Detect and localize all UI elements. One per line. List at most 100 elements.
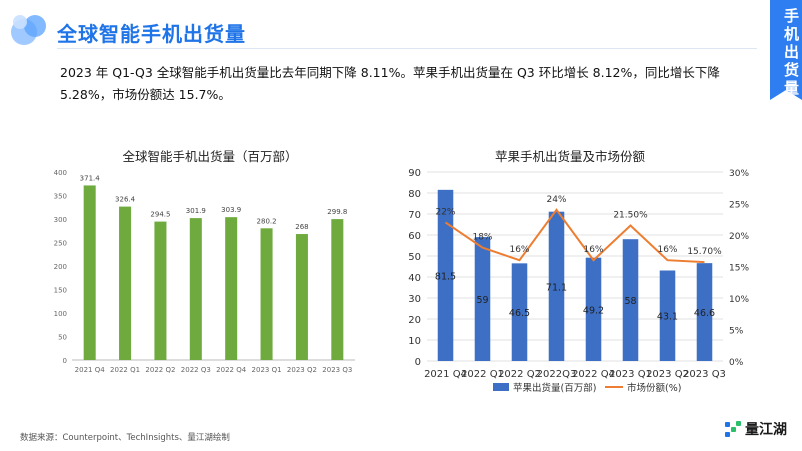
y-tick-label: 250 bbox=[54, 240, 67, 248]
y-right-tick-label: 0% bbox=[729, 358, 744, 368]
y-tick-label: 100 bbox=[54, 310, 67, 318]
x-tick-label: 2022 Q2 bbox=[498, 369, 541, 380]
brand-mark-icon bbox=[725, 421, 741, 437]
bar bbox=[511, 263, 528, 361]
y-tick-label: 300 bbox=[54, 216, 67, 224]
y-right-tick-label: 25% bbox=[729, 201, 749, 211]
y-left-tick-label: 90 bbox=[408, 168, 421, 179]
x-tick-label: 2023 Q3 bbox=[683, 369, 726, 380]
x-tick-label: 2022 Q4 bbox=[216, 366, 247, 374]
bubble-logo-icon bbox=[11, 15, 46, 45]
x-tick-label: 2023 Q1 bbox=[609, 369, 652, 380]
x-tick-label: 2022Q3 bbox=[537, 369, 577, 380]
x-tick-label: 2022 Q3 bbox=[181, 366, 211, 374]
data-label: 326.4 bbox=[115, 196, 136, 204]
bar bbox=[331, 219, 344, 360]
line-data-label: 15.70% bbox=[687, 247, 722, 257]
bar-data-label: 59 bbox=[476, 295, 488, 306]
chart2-apple-shipments: 0 10 20 30 40 50 60 70 80 90 0% 5% 10% 15% 20% 25% 30% 81… bbox=[408, 168, 749, 394]
y-left-tick-label: 70 bbox=[408, 210, 421, 221]
y-tick-label: 200 bbox=[54, 263, 67, 271]
share-line bbox=[444, 208, 705, 264]
line-data-label: 21.50% bbox=[613, 211, 648, 221]
data-label: 301.9 bbox=[186, 207, 206, 215]
bar bbox=[474, 237, 491, 361]
x-tick-label: 2022 Q1 bbox=[110, 366, 140, 374]
bar-data-label: 46.5 bbox=[509, 308, 530, 319]
x-tick-label: 2022 Q2 bbox=[145, 366, 175, 374]
y-tick-label: 0 bbox=[63, 357, 67, 365]
y-left-tick-label: 80 bbox=[408, 189, 421, 200]
bar-data-label: 71.1 bbox=[546, 282, 567, 293]
y-tick-label: 50 bbox=[58, 334, 67, 342]
y-tick-label: 150 bbox=[54, 287, 67, 295]
bar bbox=[295, 234, 308, 360]
x-tick-label: 2023 Q2 bbox=[287, 366, 317, 374]
x-tick-label: 2022 Q4 bbox=[572, 369, 615, 380]
y-left-tick-label: 60 bbox=[408, 231, 421, 242]
brand-logo: 量江湖 bbox=[724, 419, 787, 439]
y-left-tick-label: 50 bbox=[408, 252, 421, 263]
bar bbox=[225, 217, 238, 360]
bar-data-label: 43.1 bbox=[657, 312, 678, 323]
y-tick-label: 350 bbox=[54, 193, 67, 201]
y-left-tick-label: 0 bbox=[415, 357, 421, 368]
y-left-tick-label: 30 bbox=[408, 294, 421, 305]
bar bbox=[659, 270, 676, 361]
x-tick-label: 2021 Q4 bbox=[424, 369, 467, 380]
y-left-tick-label: 10 bbox=[408, 336, 421, 347]
y-right-tick-label: 10% bbox=[729, 295, 749, 305]
y-right-tick-label: 30% bbox=[729, 169, 749, 179]
chart1-title: 全球智能手机出货量（百万部） bbox=[122, 149, 298, 164]
line-data-label: 22% bbox=[435, 207, 455, 217]
bar bbox=[189, 218, 202, 360]
data-label: 371.4 bbox=[80, 174, 101, 182]
bar bbox=[548, 211, 565, 361]
data-label: 294.5 bbox=[150, 211, 170, 219]
data-label: 303.9 bbox=[221, 206, 241, 214]
page-title: 全球智能手机出货量 bbox=[57, 22, 246, 46]
bar bbox=[119, 206, 132, 360]
bar bbox=[154, 221, 167, 360]
bar-data-label: 49.2 bbox=[583, 305, 604, 316]
line-data-label: 16% bbox=[657, 245, 677, 255]
bar bbox=[585, 257, 602, 361]
y-left-tick-label: 40 bbox=[408, 273, 421, 284]
line-data-label: 16% bbox=[583, 245, 603, 255]
x-tick-label: 2023 Q2 bbox=[646, 369, 689, 380]
bar-data-label: 58 bbox=[624, 296, 636, 307]
x-tick-label: 2023 Q3 bbox=[322, 366, 352, 374]
bar bbox=[696, 263, 713, 361]
line-data-label: 16% bbox=[509, 245, 529, 255]
y-left-tick-label: 20 bbox=[408, 315, 421, 326]
chart2-title: 苹果手机出货量及市场份额 bbox=[494, 149, 645, 164]
brand-name: 量江湖 bbox=[745, 422, 787, 438]
data-label: 268 bbox=[295, 223, 308, 231]
line-data-label: 24% bbox=[546, 195, 566, 205]
y-right-tick-label: 15% bbox=[729, 264, 749, 274]
summary-text: 2023 年 Q1-Q3 全球智能手机出货量比去年同期下降 8.11%。苹果手机… bbox=[60, 65, 720, 102]
bar bbox=[622, 239, 639, 361]
x-tick-label: 2022 Q1 bbox=[461, 369, 504, 380]
data-label: 299.8 bbox=[327, 208, 347, 216]
title-divider bbox=[57, 48, 757, 49]
legend-label: 市场份额(%) bbox=[627, 382, 681, 394]
y-tick-label: 400 bbox=[54, 169, 67, 177]
bar-data-label: 81.5 bbox=[435, 271, 456, 282]
line-data-label: 18% bbox=[472, 233, 492, 243]
bar bbox=[83, 185, 96, 360]
x-tick-label: 2023 Q1 bbox=[252, 366, 282, 374]
y-right-tick-label: 20% bbox=[729, 232, 749, 242]
bar bbox=[260, 228, 273, 360]
legend-label: 苹果出货量(百万部) bbox=[513, 382, 596, 394]
y-right-tick-label: 5% bbox=[729, 327, 744, 337]
bar bbox=[437, 189, 454, 361]
legend-swatch-bar bbox=[493, 383, 509, 391]
x-tick-label: 2021 Q4 bbox=[75, 366, 106, 374]
chart1-global-shipments: 0 50 100 150 200 250 300 350 400 371.4 2021 Q4 326.… bbox=[54, 169, 355, 374]
source-note: 数据来源：Counterpoint、TechInsights、量江湖绘制 bbox=[20, 433, 230, 443]
side-tab: 手机出货量 bbox=[770, 0, 802, 100]
data-label: 280.2 bbox=[257, 217, 277, 225]
bar-data-label: 46.6 bbox=[694, 308, 715, 319]
